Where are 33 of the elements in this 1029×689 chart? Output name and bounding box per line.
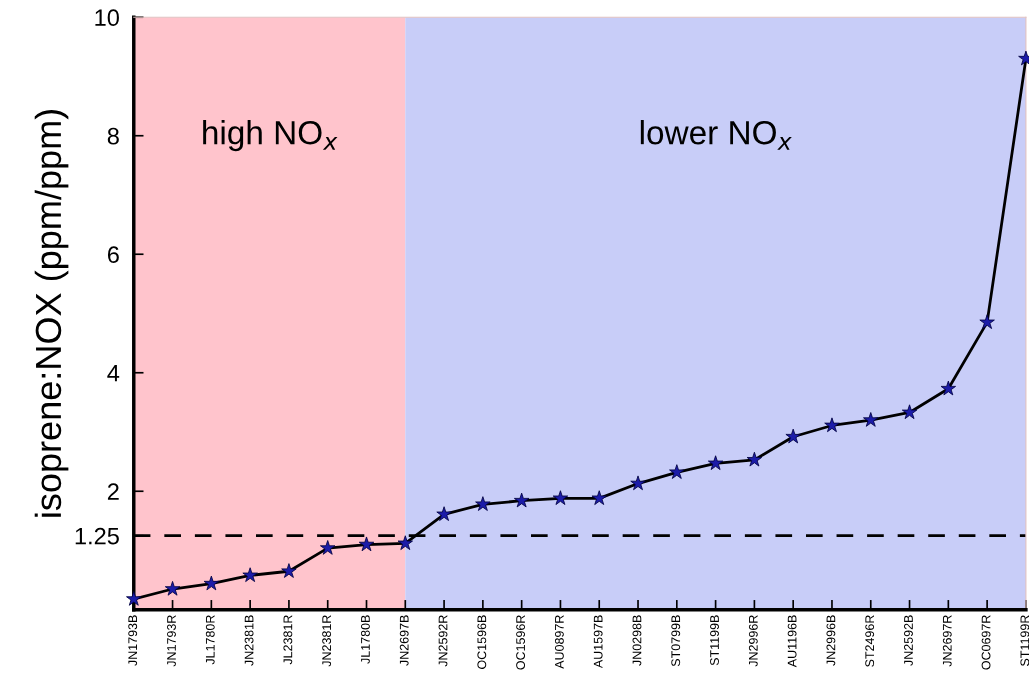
x-tick-label: JN2381R <box>322 615 332 667</box>
x-tick-label: JN2381B <box>244 615 254 666</box>
x-tick-label: JL1780B <box>361 615 370 664</box>
x-tick-label: JN2592R <box>438 615 448 667</box>
x-tick-label: JN1793R <box>167 615 176 667</box>
x-tick-label: AU1597B <box>593 615 603 669</box>
x-tick-label: OC1596B <box>477 615 487 669</box>
x-tick-label: OC0697R <box>981 615 991 670</box>
y-tick-label: 4 <box>107 365 120 382</box>
x-tick-label: JN0298B <box>632 615 642 666</box>
x-tick-label: JN2697B <box>399 615 409 666</box>
x-tick-label: JL1780R <box>205 615 215 665</box>
x-tick-label: ST1199B <box>710 615 719 666</box>
y-tick-label: 8 <box>107 127 119 145</box>
x-tick-label: ST1199R <box>1020 615 1029 666</box>
x-tick-label: JN2592B <box>904 615 913 666</box>
y-tick-label: 2 <box>107 483 119 500</box>
x-tick-label: ST0799B <box>671 615 681 667</box>
band-label: lower NO$_{x}$ <box>640 120 792 150</box>
x-tick-label: AU1196B <box>787 615 797 668</box>
x-tick-label: ST2496R <box>865 615 875 667</box>
x-tick-label: JL2381R <box>283 615 293 665</box>
x-tick-label: OC1596R <box>516 615 526 670</box>
x-tick-label: AU0897R <box>554 615 564 669</box>
x-tick-label: JN2996R <box>748 615 758 667</box>
y-tick-label: 10 <box>95 9 119 27</box>
y-tick-label: 6 <box>107 246 119 264</box>
band-label: high NO$_{x}$ <box>203 120 338 152</box>
y-axis-title: isoprene:NOX (ppm/ppm) <box>34 110 69 517</box>
x-tick-label: JN2697R <box>942 615 952 667</box>
x-tick-label: JN1793B <box>128 615 138 666</box>
x-tick-label: JN2996B <box>826 615 836 666</box>
y-tick-label: 1.25 <box>75 527 119 545</box>
